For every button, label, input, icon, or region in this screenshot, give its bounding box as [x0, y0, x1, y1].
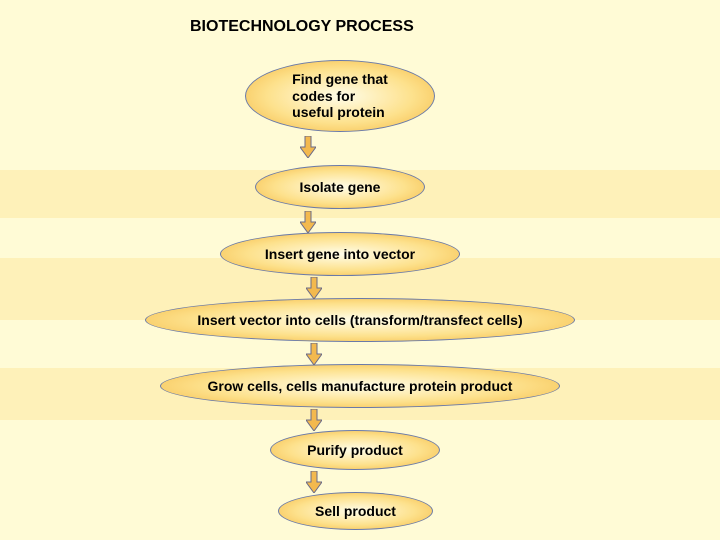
step-6: Sell product [278, 492, 433, 530]
step-label-2: Insert gene into vector [265, 246, 415, 263]
step-label-4: Grow cells, cells manufacture protein pr… [208, 378, 513, 395]
step-4: Grow cells, cells manufacture protein pr… [160, 364, 560, 408]
step-label-5: Purify product [307, 442, 403, 459]
arrow-down-icon [300, 136, 316, 158]
step-0: Find gene that codes for useful protein [245, 60, 435, 132]
step-2: Insert gene into vector [220, 232, 460, 276]
step-3: Insert vector into cells (transform/tran… [145, 298, 575, 342]
arrow-down-icon [306, 277, 322, 299]
arrow-down-icon [306, 343, 322, 365]
step-label-1: Isolate gene [300, 179, 381, 196]
step-label-0: Find gene that codes for useful protein [292, 71, 388, 121]
arrow-down-icon [306, 409, 322, 431]
arrow-down-icon [300, 211, 316, 233]
diagram-title: BIOTECHNOLOGY PROCESS [190, 18, 414, 36]
step-5: Purify product [270, 430, 440, 470]
arrow-down-icon [306, 471, 322, 493]
step-1: Isolate gene [255, 165, 425, 209]
step-label-3: Insert vector into cells (transform/tran… [197, 312, 522, 329]
step-label-6: Sell product [315, 503, 396, 520]
